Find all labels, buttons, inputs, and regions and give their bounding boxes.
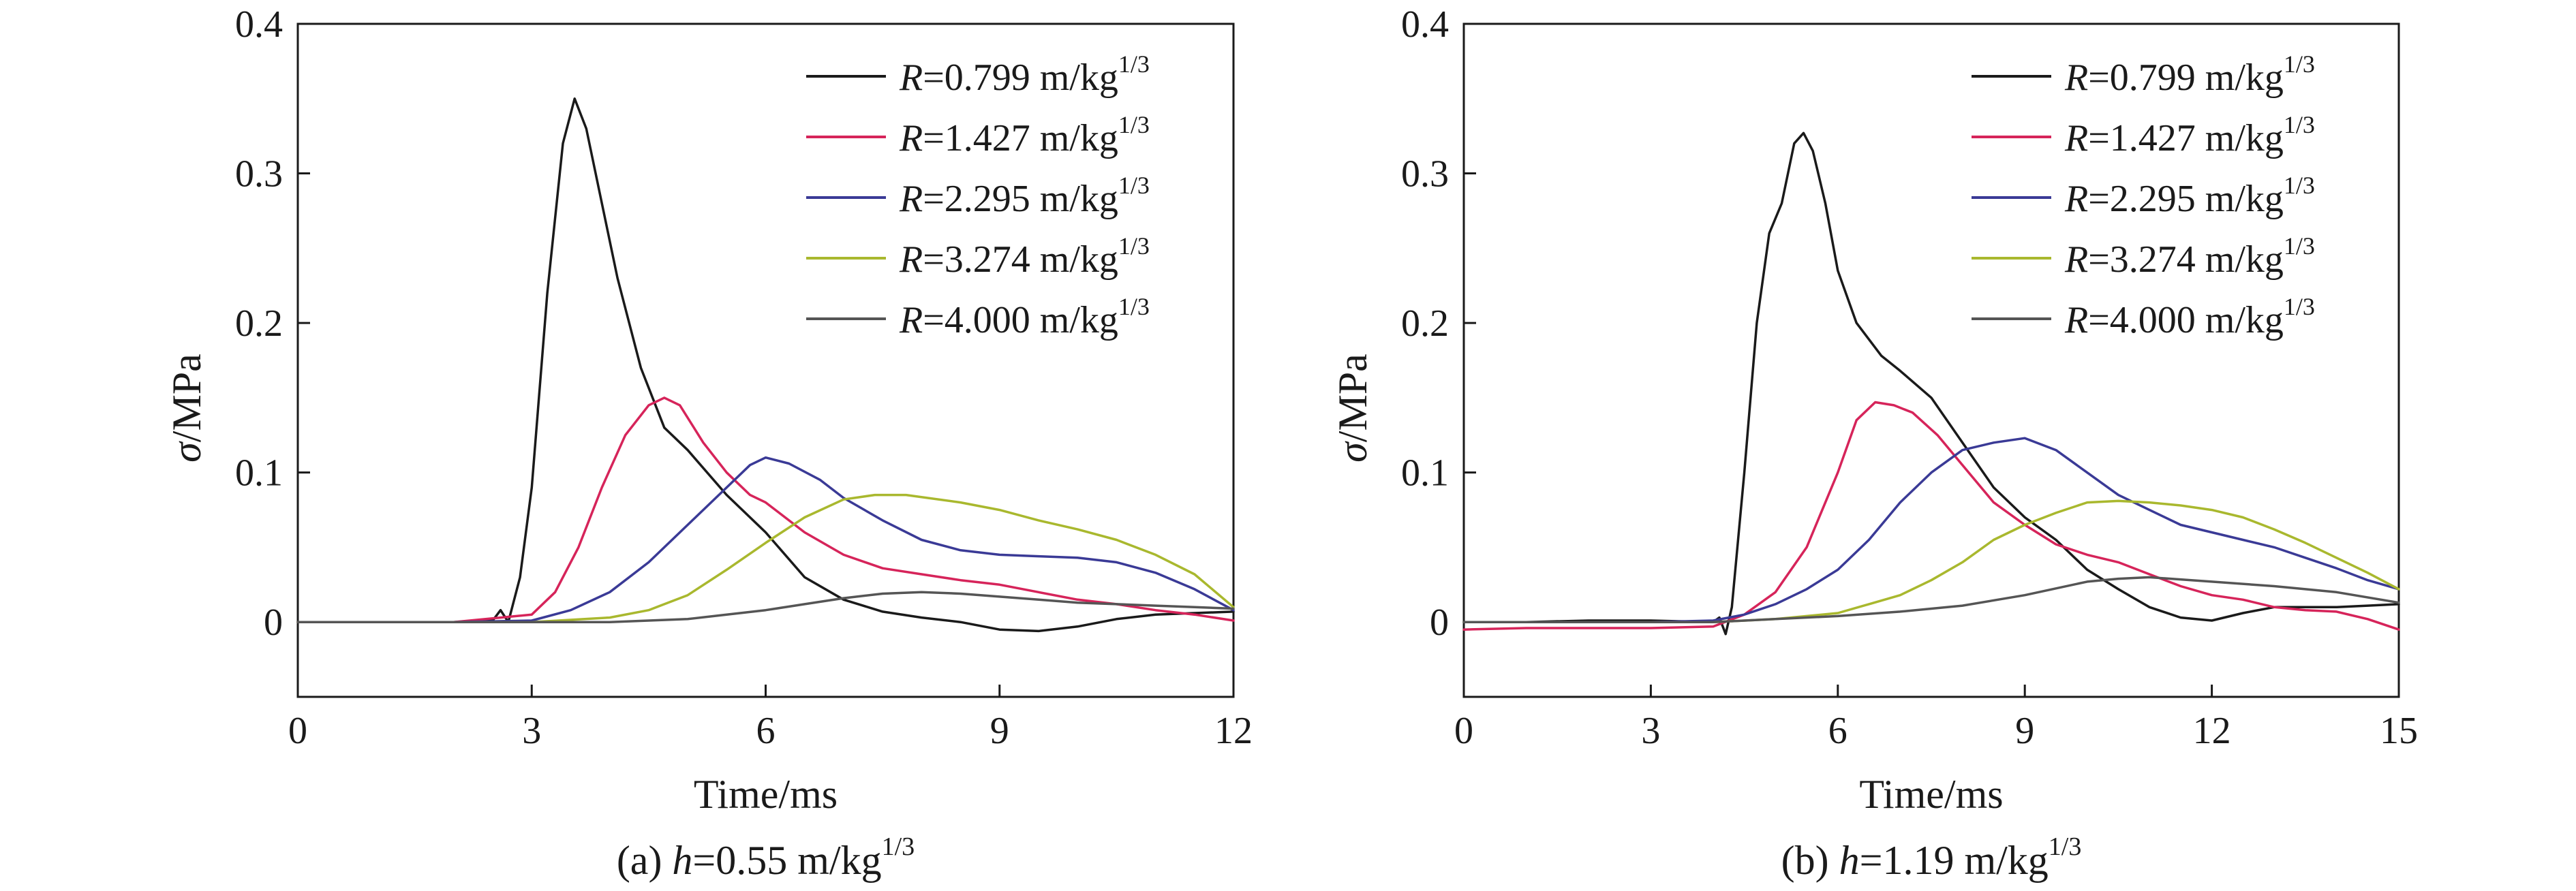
series-line-2 bbox=[296, 396, 1235, 623]
series-line-4 bbox=[296, 493, 1235, 623]
legend-label-2: R=1.427 m/kg1/3 bbox=[899, 111, 1150, 159]
legend-label-4: R=3.274 m/kg1/3 bbox=[899, 232, 1150, 281]
series-line-1 bbox=[1462, 131, 2400, 636]
legend: R=0.799 m/kg1/3 R=1.427 m/kg1/3 R=2.295 m/… bbox=[806, 50, 1150, 341]
legend-label-1: R=0.799 m/kg1/3 bbox=[2064, 50, 2315, 99]
panel-caption: (b) h=1.19 m/kg1/3 bbox=[1781, 832, 2082, 883]
y-tick-label: 0.3 bbox=[235, 153, 283, 196]
x-tick-label: 12 bbox=[2193, 710, 2231, 752]
legend-label-2: R=1.427 m/kg1/3 bbox=[2064, 111, 2315, 159]
chart-panel-b: 0 3 6 9 12 15 0 0.1 0.2 0.3 0.4 Time/ms σ/MPa R=0.799… bbox=[1330, 3, 2418, 883]
y-tick-label: 0 bbox=[1430, 601, 1449, 644]
x-axis-label: Time/ms bbox=[694, 772, 838, 817]
x-tick-label: 3 bbox=[1641, 710, 1660, 752]
y-tick-label: 0.4 bbox=[235, 3, 283, 46]
x-tick-label: 0 bbox=[288, 710, 307, 752]
y-tick-label: 0.1 bbox=[235, 452, 283, 495]
x-tick-label: 3 bbox=[522, 710, 541, 752]
series-line-2 bbox=[1462, 401, 2400, 631]
y-tick-label: 0.3 bbox=[1401, 153, 1449, 196]
series-line-3 bbox=[1462, 437, 2400, 623]
x-axis-label: Time/ms bbox=[1859, 772, 2003, 817]
y-tick-label: 0.2 bbox=[235, 302, 283, 345]
y-axis-label: σ/MPa bbox=[1330, 354, 1375, 463]
y-axis-label: σ/MPa bbox=[164, 354, 209, 463]
chart-panel-a: 0 3 6 9 12 0 0.1 0.2 0.3 0.4 Time/ms σ/MPa R=0.799 m… bbox=[164, 3, 1253, 883]
legend-label-3: R=2.295 m/kg1/3 bbox=[2064, 172, 2315, 220]
legend-label-1: R=0.799 m/kg1/3 bbox=[899, 50, 1150, 99]
x-tick-label: 9 bbox=[990, 710, 1009, 752]
y-tick-label: 0.4 bbox=[1401, 3, 1449, 46]
legend-label-4: R=3.274 m/kg1/3 bbox=[2064, 232, 2315, 281]
x-tick-label: 6 bbox=[756, 710, 776, 752]
legend-label-5: R=4.000 m/kg1/3 bbox=[2064, 293, 2315, 341]
x-tick-label: 12 bbox=[1214, 710, 1253, 752]
series-line-5 bbox=[296, 591, 1235, 623]
plot-frame bbox=[1462, 22, 2400, 698]
x-tick-label: 6 bbox=[1828, 710, 1847, 752]
series-line-5 bbox=[1462, 576, 2400, 623]
x-tick-label: 15 bbox=[2380, 710, 2418, 752]
y-tick-label: 0 bbox=[264, 601, 283, 644]
x-tick-label: 9 bbox=[2015, 710, 2034, 752]
series-line-4 bbox=[1462, 499, 2400, 623]
panel-caption: (a) h=0.55 m/kg1/3 bbox=[617, 832, 915, 883]
legend: R=0.799 m/kg1/3 R=1.427 m/kg1/3 R=2.295 m/… bbox=[1972, 50, 2315, 341]
series-line-3 bbox=[296, 456, 1235, 623]
y-tick-label: 0.2 bbox=[1401, 302, 1449, 345]
y-tick-label: 0.1 bbox=[1401, 452, 1449, 495]
x-tick-label: 0 bbox=[1454, 710, 1473, 752]
legend-label-5: R=4.000 m/kg1/3 bbox=[899, 293, 1150, 341]
legend-label-3: R=2.295 m/kg1/3 bbox=[899, 172, 1150, 220]
